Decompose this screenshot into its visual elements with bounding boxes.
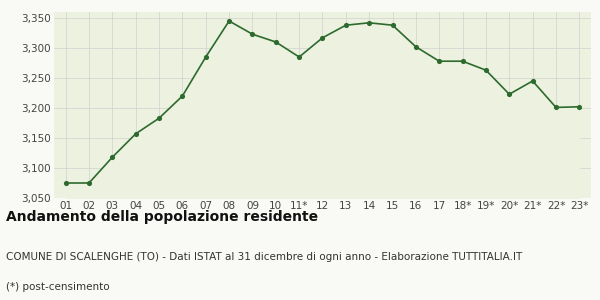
Point (481, 68, 491, 73)
Point (411, 44, 421, 49)
Point (505, 92, 514, 97)
Point (364, 20, 374, 25)
Text: Andamento della popolazione residente: Andamento della popolazione residente (6, 210, 318, 224)
Text: (*) post-censimento: (*) post-censimento (6, 282, 110, 292)
Point (388, 23, 397, 28)
Point (178, 94, 187, 98)
Point (201, 55, 211, 59)
Point (434, 59, 444, 64)
Point (551, 105, 561, 110)
Point (528, 79, 538, 83)
Point (131, 131, 140, 136)
Point (154, 116, 164, 121)
Text: COMUNE DI SCALENGHE (TO) - Dati ISTAT al 31 dicembre di ogni anno - Elaborazione: COMUNE DI SCALENGHE (TO) - Dati ISTAT al… (6, 252, 522, 262)
Point (341, 23, 350, 28)
Point (107, 155, 117, 160)
Point (61, 181, 70, 185)
Point (271, 40, 281, 44)
Point (84, 181, 94, 185)
Point (224, 19, 234, 23)
Point (458, 59, 467, 64)
Point (295, 55, 304, 59)
Point (575, 104, 584, 109)
Point (248, 32, 257, 37)
Point (318, 35, 328, 40)
